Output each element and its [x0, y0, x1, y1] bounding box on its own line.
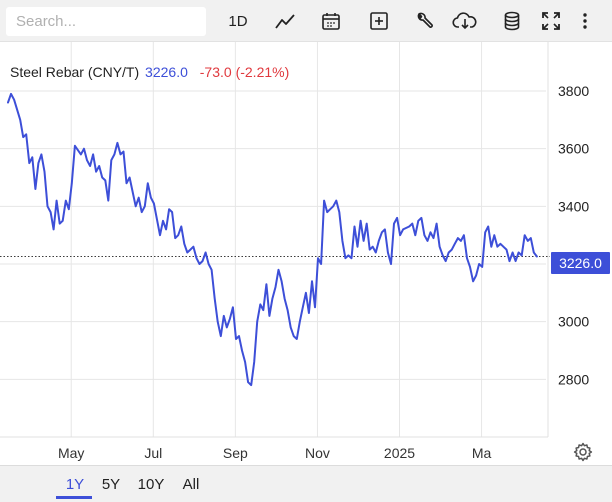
- x-axis: May Jul Sep Nov 2025 Ma: [58, 445, 492, 461]
- database-button[interactable]: [499, 8, 525, 34]
- tools-button[interactable]: [412, 8, 438, 34]
- x-tick-label: Ma: [472, 445, 492, 461]
- calendar-button[interactable]: [318, 8, 344, 34]
- y-tick-label: 3000: [558, 314, 589, 330]
- last-price-badge: 3226.0: [551, 252, 610, 274]
- more-button[interactable]: [578, 8, 592, 34]
- legend-change: -73.0 (-2.21%): [199, 64, 290, 80]
- gear-icon: [573, 442, 593, 462]
- settings-button[interactable]: [572, 441, 594, 463]
- x-tick-label: Nov: [305, 445, 330, 461]
- x-tick-label: Jul: [144, 445, 162, 461]
- wrench-icon: [417, 12, 433, 28]
- y-tick-label: 3800: [558, 83, 589, 99]
- range-all-button[interactable]: All: [182, 476, 200, 493]
- grid: [0, 42, 549, 438]
- x-tick-label: May: [58, 445, 84, 461]
- range-5y-button[interactable]: 5Y: [101, 476, 121, 493]
- cloud-download-icon: [452, 12, 477, 30]
- chart-style-button[interactable]: [272, 8, 298, 34]
- y-tick-label: 3600: [558, 141, 589, 157]
- chart-legend: Steel Rebar (CNY/T) 3226.0 -73.0 (-2.21%…: [10, 64, 289, 80]
- add-indicator-button[interactable]: [366, 8, 392, 34]
- y-axis: 280030003200340036003800: [558, 83, 589, 387]
- toolbar: 1D: [0, 0, 612, 42]
- range-10y-button[interactable]: 10Y: [137, 476, 165, 493]
- interval-button[interactable]: 1D: [228, 12, 248, 30]
- download-button[interactable]: [451, 8, 479, 34]
- x-tick-label: Sep: [223, 445, 248, 461]
- calendar-icon: [322, 13, 340, 30]
- x-tick-label: 2025: [384, 445, 415, 461]
- line-chart-icon: [275, 14, 295, 29]
- legend-last-price: 3226.0: [145, 64, 188, 80]
- fullscreen-button[interactable]: [538, 8, 564, 34]
- y-tick-label: 2800: [558, 371, 589, 387]
- active-range-indicator: [56, 496, 92, 499]
- legend-symbol-name: Steel Rebar (CNY/T): [10, 64, 140, 80]
- search-input[interactable]: [6, 7, 206, 36]
- range-1y-button[interactable]: 1Y: [65, 476, 85, 493]
- plus-square-icon: [370, 12, 388, 30]
- vertical-dots-icon: [583, 13, 587, 29]
- y-tick-label: 3400: [558, 198, 589, 214]
- fullscreen-icon: [542, 12, 560, 30]
- series-line: [7, 92, 538, 387]
- range-bar: 1Y 5Y 10Y All: [0, 465, 612, 502]
- database-icon: [504, 11, 520, 31]
